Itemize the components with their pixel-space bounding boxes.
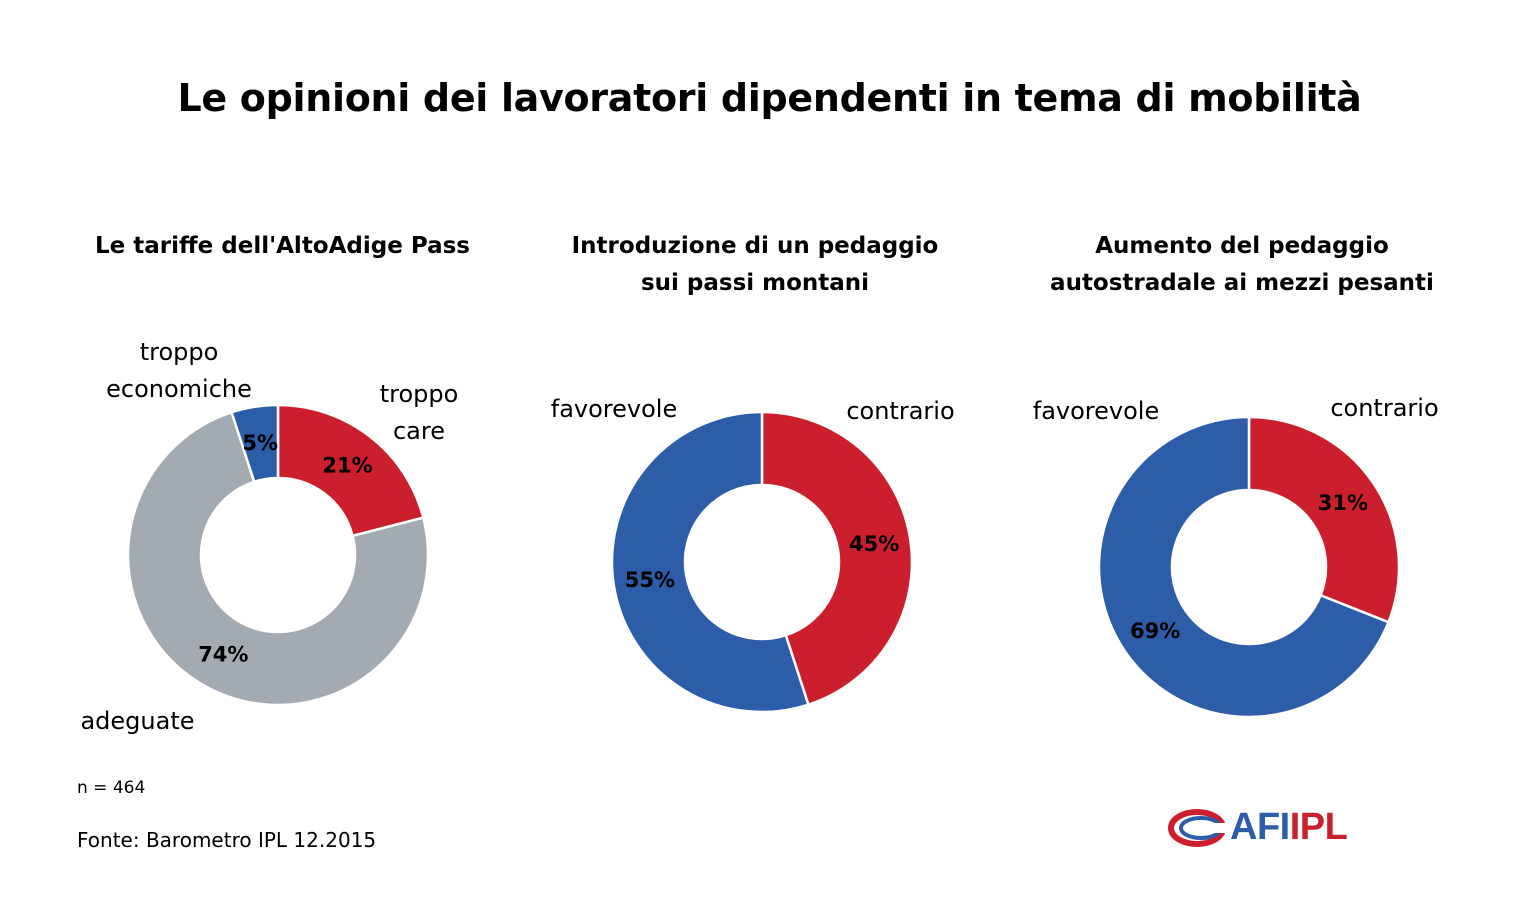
donut-chart-1: 21% 74% 5%	[126, 403, 430, 707]
donut-chart-2: 45% 55%	[610, 410, 914, 714]
chart-3-value-label-1: 31%	[1318, 491, 1368, 515]
source-note: Fonte: Barometro IPL 12.2015	[77, 828, 377, 852]
logo-text-ipl: IPL	[1289, 806, 1348, 848]
logo-text: AFIIPL	[1230, 804, 1348, 850]
logo-text-afi: AFI	[1230, 806, 1290, 848]
page-title: Le opinioni dei lavoratori dipendenti in…	[177, 76, 1362, 120]
chart-2-slice-1	[760, 410, 914, 707]
chart-2-title-line-1: Introduzione di un pedaggio	[571, 233, 939, 259]
chart-3-slice-1	[1247, 415, 1401, 624]
chart-3-title-line-1: Aumento del pedaggio	[1095, 233, 1389, 259]
chart-2-slice-2	[610, 410, 810, 714]
chart-1-value-label-3: 5%	[242, 431, 278, 455]
chart-2-title: Introduzione di un pedaggio sui passi mo…	[540, 228, 970, 302]
chart-1-label-troppo-care: troppo care	[379, 380, 459, 445]
chart-2-title-line-2: sui passi montani	[640, 270, 870, 296]
chart-1-title: Le tariffe dell'AltoAdige Pass	[60, 228, 505, 265]
chart-1-slice-3	[230, 403, 280, 484]
afi-ipl-logo: AFIIPL	[1168, 803, 1403, 851]
chart-1-label-troppo-economiche: troppo economiche	[106, 338, 252, 403]
sample-size-note: n = 464	[77, 778, 146, 798]
chart-3-value-label-2: 69%	[1130, 619, 1180, 643]
chart-1-slice-2	[126, 410, 430, 707]
chart-1-title-line-1: Le tariffe dell'AltoAdige Pass	[95, 233, 470, 259]
logo-swoosh-icon	[1168, 809, 1230, 847]
donut-chart-3: 31% 69%	[1097, 415, 1401, 719]
chart-1-slice-1	[276, 403, 425, 538]
chart-3-title-line-2: autostradale ai mezzi pesanti	[1050, 270, 1434, 296]
chart-3-title: Aumento del pedaggio autostradale ai mez…	[1022, 228, 1462, 302]
chart-1-value-label-2: 74%	[198, 642, 248, 666]
chart-2-label-favorevole: favorevole	[550, 395, 678, 423]
chart-3-slice-2	[1097, 415, 1391, 719]
chart-3-label-contrario: contrario	[1330, 394, 1439, 422]
chart-1-value-label-1: 21%	[322, 453, 372, 477]
chart-2-value-label-1: 45%	[849, 532, 899, 556]
chart-1-label-adeguate: adeguate	[80, 707, 195, 735]
chart-2-value-label-2: 55%	[625, 568, 675, 592]
chart-2-label-contrario: contrario	[846, 397, 955, 425]
chart-3-label-favorevole: favorevole	[1032, 397, 1160, 425]
